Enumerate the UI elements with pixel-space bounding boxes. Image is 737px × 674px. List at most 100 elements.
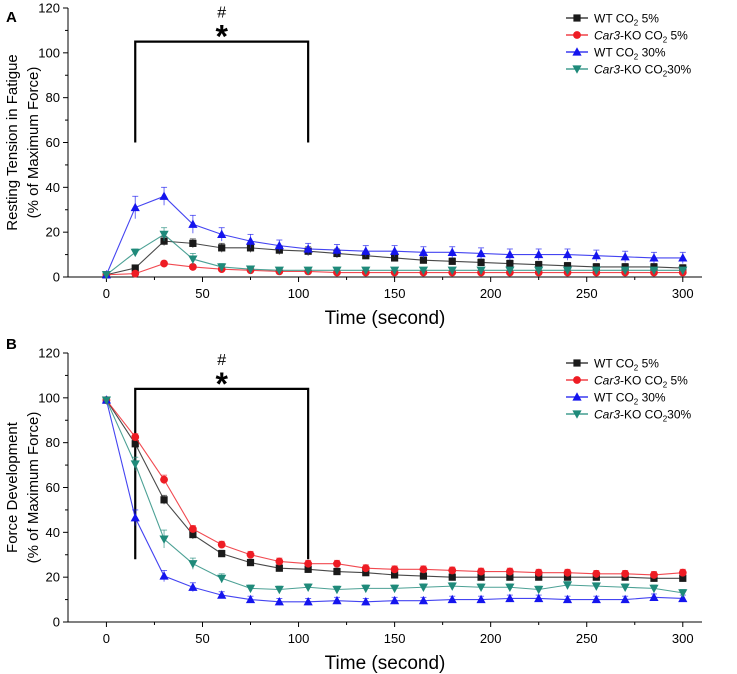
- data-point: [649, 266, 659, 276]
- data-point: [620, 594, 630, 604]
- data-point: [333, 559, 341, 568]
- legend-marker: [573, 14, 581, 22]
- data-point: [390, 595, 400, 605]
- data-point: [188, 560, 198, 569]
- data-point: [477, 567, 485, 576]
- x-tick-label: 250: [576, 286, 598, 301]
- y-tick-label: 60: [46, 135, 60, 150]
- legend-item-ko5: Car3-KO CO2 5%: [566, 29, 688, 45]
- data-point: [245, 594, 256, 604]
- x-tick-label: 100: [288, 631, 310, 646]
- data-point: [101, 271, 112, 280]
- data-point: [101, 396, 112, 405]
- data-point: [332, 245, 342, 254]
- data-point: [563, 262, 572, 270]
- data-point: [217, 229, 227, 239]
- data-point: [678, 253, 688, 262]
- y-tick-label: 60: [46, 480, 60, 495]
- data-point: [274, 585, 284, 595]
- legend-label: WT CO2 30%: [594, 391, 666, 407]
- panel-label: A: [6, 9, 17, 26]
- data-point: [534, 266, 544, 276]
- legend-item-wt5: WT CO2 5%: [566, 12, 659, 28]
- data-point: [620, 583, 630, 593]
- data-point: [217, 590, 227, 599]
- significance-hash: #: [217, 352, 226, 369]
- data-point: [362, 569, 370, 577]
- data-point: [275, 564, 283, 572]
- data-point: [332, 585, 342, 595]
- data-point: [505, 266, 515, 276]
- data-point: [131, 269, 140, 278]
- legend-label: WT CO2 30%: [594, 46, 666, 62]
- data-point: [159, 571, 169, 580]
- data-point: [447, 266, 457, 276]
- data-point: [188, 582, 198, 591]
- data-point: [649, 592, 659, 601]
- legend-label: Car3-KO CO2 5%: [594, 29, 688, 45]
- significance-bracket: [134, 40, 310, 143]
- data-point: [188, 263, 197, 271]
- significance-hash: #: [217, 5, 226, 22]
- data-point: [620, 266, 630, 276]
- data-point: [217, 263, 227, 272]
- y-tick-label: 120: [38, 346, 60, 361]
- data-point: [476, 266, 486, 276]
- data-point: [332, 266, 342, 276]
- data-point: [591, 582, 601, 591]
- data-point: [678, 593, 688, 603]
- data-point: [218, 550, 226, 558]
- significance-star: *: [215, 366, 228, 402]
- panel-label: B: [6, 336, 17, 353]
- y-axis-label-line: Force Development: [4, 421, 21, 553]
- data-point: [245, 265, 256, 274]
- series-line: [105, 399, 683, 579]
- series-ko5: [102, 396, 687, 579]
- data-point: [188, 219, 198, 228]
- y-axis-label-line: Resting Tension in Fatigue: [4, 54, 21, 231]
- y-tick-label: 40: [46, 525, 60, 540]
- data-point: [130, 202, 140, 212]
- data-point: [245, 584, 256, 594]
- data-point: [274, 266, 284, 276]
- data-point: [188, 255, 198, 264]
- data-point: [159, 191, 169, 200]
- legend-label: WT CO2 5%: [594, 357, 659, 373]
- x-tick-label: 50: [195, 631, 209, 646]
- series-wt5: [102, 396, 687, 582]
- x-tick-label: 300: [672, 631, 694, 646]
- data-point: [448, 573, 456, 581]
- data-point: [217, 540, 226, 549]
- x-tick-label: 0: [103, 631, 110, 646]
- y-axis-label-line: (% of Maximum Force): [25, 67, 42, 219]
- data-point: [418, 247, 429, 256]
- data-point: [650, 571, 658, 579]
- data-point: [189, 530, 197, 539]
- x-tick-label: 300: [672, 286, 694, 301]
- legend-item-ko30: Car3-KO CO230%: [566, 63, 691, 79]
- data-point: [448, 257, 456, 265]
- data-point: [678, 266, 688, 276]
- legend-item-wt30: WT CO2 30%: [566, 46, 666, 62]
- data-point: [476, 248, 486, 258]
- data-point: [447, 594, 457, 604]
- data-point: [649, 584, 659, 594]
- data-point: [620, 252, 630, 261]
- x-axis-label: Time (second): [325, 308, 446, 329]
- series-ko30: [101, 396, 688, 598]
- data-point: [649, 253, 659, 262]
- data-point: [505, 583, 515, 593]
- significance-star: *: [215, 19, 228, 55]
- legend-label: Car3-KO CO230%: [594, 408, 691, 424]
- data-point: [563, 573, 572, 581]
- data-point: [159, 535, 169, 544]
- data-point: [678, 568, 687, 577]
- data-point: [563, 568, 572, 577]
- legend-label: Car3-KO CO230%: [594, 63, 691, 79]
- data-point: [131, 433, 140, 441]
- data-point: [562, 266, 573, 276]
- data-point: [390, 266, 400, 276]
- y-tick-label: 100: [38, 45, 60, 60]
- legend-item-ko5: Car3-KO CO2 5%: [566, 374, 688, 390]
